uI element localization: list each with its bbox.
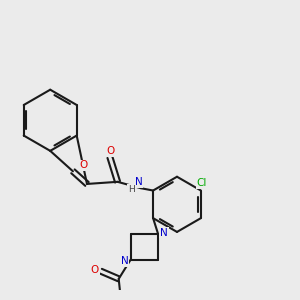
Text: O: O — [106, 146, 115, 156]
Text: N: N — [160, 228, 168, 238]
Text: Cl: Cl — [196, 178, 207, 188]
Text: H: H — [128, 184, 135, 194]
Text: N: N — [135, 177, 143, 187]
Text: O: O — [79, 160, 87, 170]
Text: O: O — [91, 265, 99, 275]
Text: N: N — [121, 256, 128, 266]
